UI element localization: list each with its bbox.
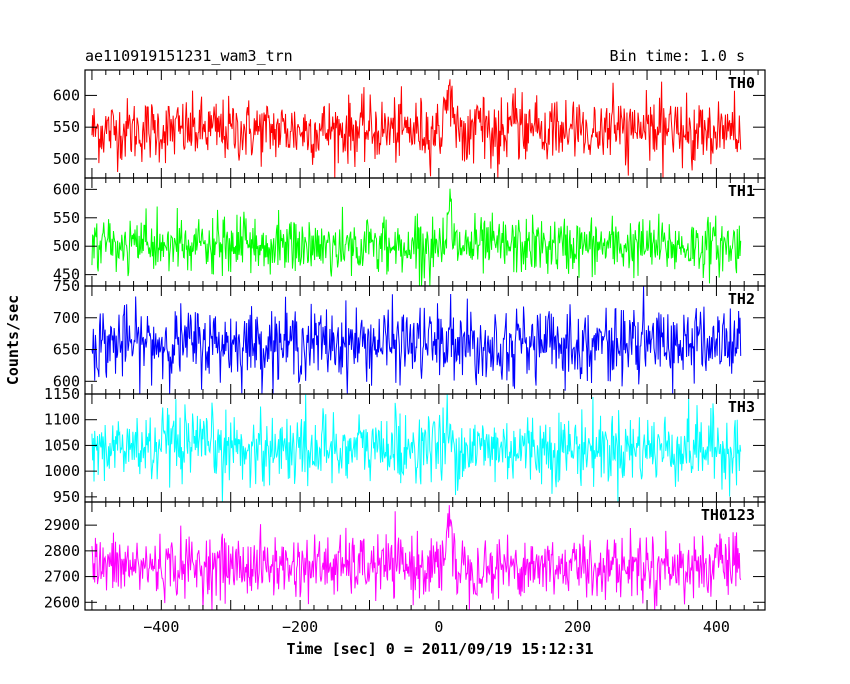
panel-label: TH2 — [728, 290, 755, 308]
x-tick-label: −200 — [282, 618, 318, 636]
y-axis-label: Counts/sec — [4, 295, 22, 385]
y-tick-label: 500 — [53, 237, 80, 255]
y-tick-label: 1100 — [44, 411, 80, 429]
panel-label: TH3 — [728, 398, 755, 416]
x-tick-label: 200 — [564, 618, 591, 636]
y-tick-label: 2800 — [44, 542, 80, 560]
x-tick-label: −400 — [143, 618, 179, 636]
panel-th0: 500 550 600 TH0 — [53, 69, 766, 179]
x-axis-label: Time [sec] 0 = 2011/09/19 15:12:31 — [286, 640, 593, 658]
panel-label: TH0123 — [701, 506, 755, 524]
panel-label: TH0 — [728, 74, 755, 92]
y-tick-label: 500 — [53, 150, 80, 168]
y-tick-label: 450 — [53, 266, 80, 284]
y-tick-label: 1050 — [44, 436, 80, 454]
panel-th3: 950 1000 1050 1100 1150 TH3 — [44, 385, 766, 506]
y-tick-label: 2700 — [44, 568, 80, 586]
y-tick-label: 650 — [53, 341, 80, 359]
y-tick-label: 600 — [53, 86, 80, 104]
bin-time-label: Bin time: 1.0 s — [610, 47, 745, 65]
y-tick-label: 1000 — [44, 462, 80, 480]
series-line-th3 — [91, 393, 742, 503]
x-tick-label: 0 — [434, 618, 443, 636]
series-line-th0 — [91, 79, 742, 179]
y-tick-label: 1150 — [44, 385, 80, 403]
y-tick-label: 750 — [53, 277, 80, 295]
panel-th2: 600 650 700 750 TH2 — [53, 277, 766, 395]
y-tick-label: 600 — [53, 180, 80, 198]
series-line-th2 — [91, 285, 742, 395]
y-tick-label: 2600 — [44, 593, 80, 611]
y-tick-label: 700 — [53, 309, 80, 327]
series-line-th0123 — [91, 505, 742, 611]
y-tick-label: 950 — [53, 488, 80, 506]
panel-label: TH1 — [728, 182, 755, 200]
panel-th1: 450 500 550 600 TH1 — [53, 177, 766, 287]
chart-title: ae110919151231_wam3_trn — [85, 47, 293, 65]
panel-th0123: 2600 2700 2800 2900 TH0123 — [44, 501, 766, 611]
y-tick-label: 2900 — [44, 516, 80, 534]
x-tick-label: 400 — [703, 618, 730, 636]
series-line-th1 — [91, 188, 742, 287]
y-tick-label: 550 — [53, 118, 80, 136]
y-tick-label: 550 — [53, 209, 80, 227]
y-tick-label: 600 — [53, 372, 80, 390]
panels-group: 500 550 600 TH0 450 500 550 600 TH1 600 650 700 750 T… — [44, 69, 766, 636]
